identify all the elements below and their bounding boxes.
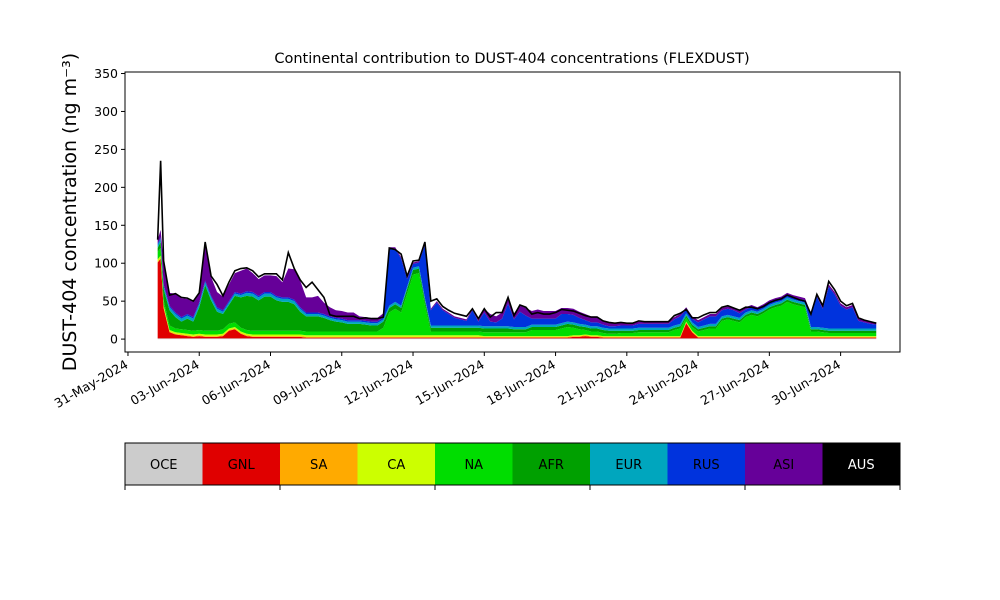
legend-label-ca: CA [387,458,405,473]
x-tick-label: 27-Jun-2024 [698,357,772,408]
area-na [157,248,877,337]
legend-swatch-asi [745,443,823,485]
x-tick-label: 30-Jun-2024 [769,357,843,408]
x-tick-label: 09-Jun-2024 [270,357,344,408]
legend-label-sa: SA [310,458,327,473]
area-ca [157,255,877,337]
total-line [156,160,877,324]
x-tick-label: 06-Jun-2024 [199,357,273,408]
y-tick-label: 100 [94,256,118,271]
legend-swatch-rus [667,443,746,485]
x-tick-label: 03-Jun-2024 [128,357,202,408]
x-tick-label: 24-Jun-2024 [626,357,700,408]
legend-label-na: NA [464,458,483,473]
x-axis: 31-May-202403-Jun-202406-Jun-202409-Jun-… [52,352,843,411]
legend: OCE GNL SA CA NA AFR EUR RUS ASI AUS [124,442,901,490]
y-tick-label: 50 [102,294,118,309]
chart-title: Continental contribution to DUST-404 con… [274,51,749,67]
legend-label-rus: RUS [693,458,720,473]
y-tick-label: 150 [94,218,118,233]
legend-swatch-eur [590,443,668,485]
y-tick-label: 0 [110,332,118,347]
legend-swatch-sa [280,443,358,485]
legend-label-oce: OCE [150,458,178,473]
y-tick-label: 350 [94,66,118,81]
y-tick-label: 200 [94,180,118,195]
y-tick-label: 300 [94,104,118,119]
legend-swatch-aus [822,443,901,485]
x-tick-label: 21-Jun-2024 [555,357,629,408]
legend-label-aus: AUS [848,458,875,473]
legend-swatch-oce [125,443,203,485]
plot-frame [124,71,901,353]
legend-swatch-gnl [202,443,281,485]
legend-label-afr: AFR [539,458,564,473]
x-tick-label: 18-Jun-2024 [484,357,558,408]
plot-area [156,160,877,340]
x-tick-label: 12-Jun-2024 [341,357,415,408]
legend-label-asi: ASI [773,458,794,473]
y-tick-label: 250 [94,142,118,157]
legend-frame [124,442,901,486]
y-axis-label: DUST-404 concentration (ng m⁻³) [59,53,81,371]
legend-swatch-na [435,443,513,485]
y-axis: 0 50 100 150 200 250 300 350 [94,66,125,347]
legend-swatch-ca [357,443,436,485]
legend-swatch-afr [512,443,591,485]
x-tick-label: 15-Jun-2024 [413,357,487,408]
area-oce [157,338,877,340]
legend-label-gnl: GNL [228,458,256,473]
legend-label-eur: EUR [615,458,642,473]
